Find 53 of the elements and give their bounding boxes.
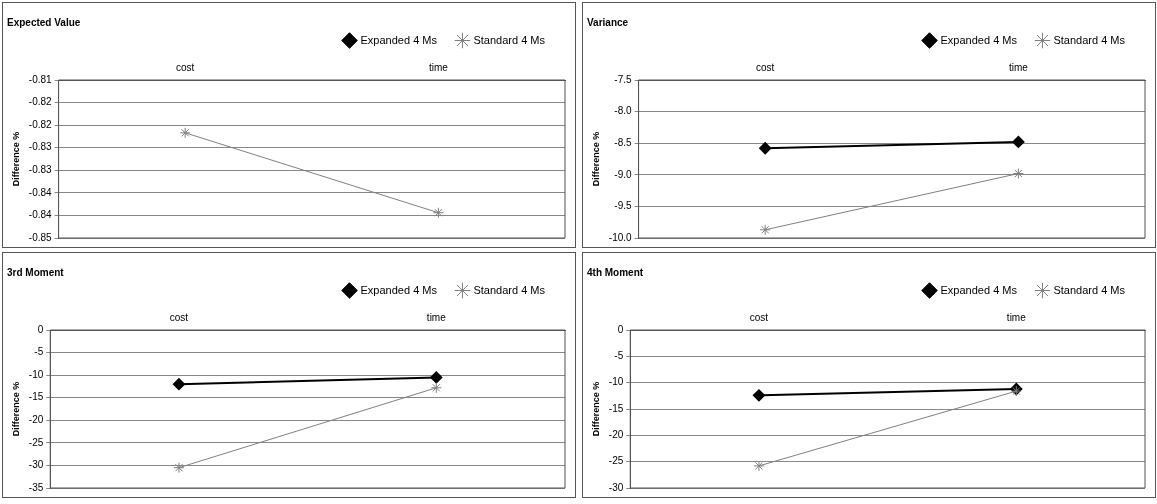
chart-title: Variance bbox=[587, 16, 629, 28]
legend-label: Standard 4 Ms bbox=[1053, 283, 1126, 296]
y-tick-label: 0 bbox=[617, 323, 624, 335]
y-tick-label: -5 bbox=[34, 346, 44, 358]
x-tick-label: cost bbox=[176, 61, 195, 73]
y-tick-label: -25 bbox=[28, 436, 44, 448]
x-tick-label: cost bbox=[169, 311, 189, 323]
x-tick-label: cost bbox=[749, 311, 769, 323]
y-tick-label: -10 bbox=[608, 376, 624, 388]
y-tick-label: -35 bbox=[28, 481, 44, 493]
y-tick-label: -0.85 bbox=[28, 231, 53, 243]
y-tick-label: -0.83 bbox=[28, 164, 53, 176]
y-tick-label: -10 bbox=[28, 368, 44, 380]
y-tick-label: -9.0 bbox=[614, 168, 633, 180]
legend-label: Standard 4 Ms bbox=[1053, 33, 1126, 46]
x-tick-label: cost bbox=[756, 61, 775, 73]
x-tick-label: time bbox=[426, 311, 447, 323]
chart-title: 3rd Moment bbox=[7, 266, 65, 278]
y-tick-label: 0 bbox=[37, 323, 44, 335]
y-tick-label: -0.82 bbox=[28, 118, 53, 130]
y-tick-label: -9.5 bbox=[614, 200, 633, 212]
chart-title: 4th Moment bbox=[587, 266, 644, 278]
y-axis-title: Difference % bbox=[590, 131, 601, 187]
y-axis-title: Difference % bbox=[10, 381, 21, 437]
y-tick-label: -25 bbox=[608, 455, 624, 467]
y-tick-label: -7.5 bbox=[614, 73, 633, 85]
y-tick-label: -15 bbox=[28, 391, 44, 403]
y-axis-title: Difference % bbox=[10, 131, 21, 187]
y-tick-label: -30 bbox=[28, 459, 44, 471]
x-tick-label: time bbox=[1006, 311, 1027, 323]
legend-label: Expanded 4 Ms bbox=[360, 283, 438, 296]
y-tick-label: -0.84 bbox=[28, 186, 53, 198]
legend-label: Expanded 4 Ms bbox=[940, 33, 1018, 46]
legend-label: Standard 4 Ms bbox=[473, 33, 546, 46]
y-tick-label: -0.84 bbox=[28, 209, 53, 221]
y-tick-label: -0.82 bbox=[28, 96, 53, 108]
x-tick-label: time bbox=[1008, 61, 1029, 73]
y-tick-label: -5 bbox=[614, 350, 624, 362]
y-axis-title: Difference % bbox=[590, 381, 601, 437]
y-tick-label: -0.81 bbox=[28, 73, 53, 85]
y-tick-label: -8.0 bbox=[614, 105, 633, 117]
y-tick-label: -20 bbox=[28, 414, 44, 426]
y-tick-label: -20 bbox=[608, 429, 624, 441]
legend-label: Expanded 4 Ms bbox=[360, 33, 438, 46]
y-tick-label: -8.5 bbox=[614, 136, 633, 148]
y-tick-label: -30 bbox=[608, 481, 624, 493]
x-tick-label: time bbox=[428, 61, 449, 73]
y-tick-label: -15 bbox=[608, 402, 624, 414]
y-tick-label: -10.0 bbox=[608, 231, 633, 243]
y-tick-label: -0.83 bbox=[28, 141, 53, 153]
chart-title: Expected Value bbox=[7, 16, 81, 28]
legend-label: Expanded 4 Ms bbox=[940, 283, 1018, 296]
legend-label: Standard 4 Ms bbox=[473, 283, 546, 296]
